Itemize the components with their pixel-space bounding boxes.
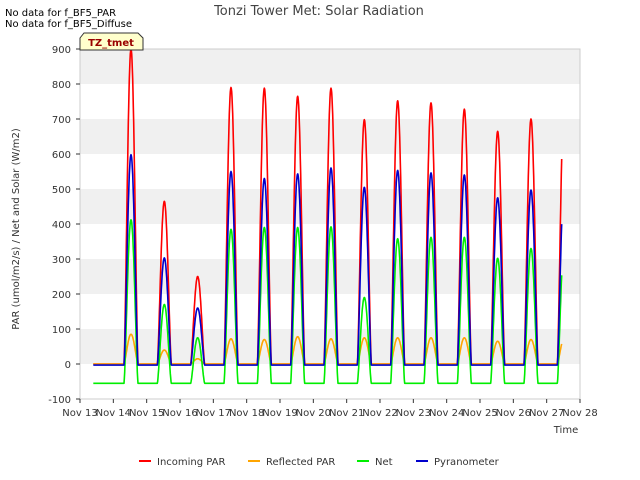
- x-tick-label: Nov 15: [129, 408, 164, 419]
- background-band: [80, 119, 580, 154]
- background-band: [80, 259, 580, 294]
- site-badge-shape: [79, 32, 144, 51]
- y-tick-label: 600: [52, 150, 71, 161]
- y-tick-label: -100: [48, 395, 71, 406]
- y-tick-label: 0: [65, 360, 71, 371]
- y-tick-label: 300: [52, 255, 71, 266]
- y-tick-label: 700: [52, 115, 71, 126]
- no-data-note-1: No data for f_BF5_PAR: [5, 8, 117, 19]
- background-band: [80, 49, 580, 84]
- background-band: [80, 329, 580, 364]
- y-tick-label: 900: [52, 45, 71, 56]
- site-badge: TZ_tmet: [79, 32, 144, 51]
- y-tick-label: 100: [52, 325, 71, 336]
- y-tick-label: 400: [52, 220, 71, 231]
- legend-label-2: Net: [375, 457, 393, 468]
- x-tick-label: Nov 26: [496, 408, 531, 419]
- x-tick-label: Nov 18: [229, 408, 264, 419]
- x-tick-label: Nov 27: [529, 408, 564, 419]
- background-band: [80, 189, 580, 224]
- x-tick-label: Nov 20: [296, 408, 331, 419]
- x-axis-label: Time: [553, 425, 578, 436]
- chart-title: Tonzi Tower Met: Solar Radiation: [213, 4, 424, 19]
- x-tick-label: Nov 14: [96, 408, 131, 419]
- x-tick-label: Nov 25: [462, 408, 497, 419]
- x-tick-label: Nov 28: [562, 408, 597, 419]
- y-tick-label: 200: [52, 290, 71, 301]
- series-line-3: [92, 153, 563, 366]
- x-tick-label: Nov 24: [429, 408, 464, 419]
- no-data-note-2: No data for f_BF5_Diffuse: [5, 19, 132, 30]
- legend-label-1: Reflected PAR: [266, 457, 335, 468]
- x-tick-label: Nov 21: [329, 408, 364, 419]
- x-tick-label: Nov 23: [396, 408, 431, 419]
- x-tick-label: Nov 22: [362, 408, 397, 419]
- y-tick-label: 800: [52, 80, 71, 91]
- legend: Incoming PAR Reflected PAR Net Pyranometer: [139, 457, 500, 468]
- site-badge-label: TZ_tmet: [88, 38, 134, 49]
- series-line-2: [92, 219, 563, 385]
- series-lines: [92, 48, 563, 385]
- x-tick-label: Nov 16: [162, 408, 197, 419]
- x-tick-label: Nov 13: [62, 408, 97, 419]
- x-tick-label: Nov 19: [262, 408, 297, 419]
- legend-label-0: Incoming PAR: [157, 457, 226, 468]
- legend-label-3: Pyranometer: [434, 457, 500, 468]
- y-tick-label: 500: [52, 185, 71, 196]
- y-axis: -100 0 100 200 300 400 500 600 700 800 900: [48, 45, 80, 406]
- y-axis-label: PAR (umol/m2/s) / Net and Solar (W/m2): [11, 128, 22, 330]
- x-tick-label: Nov 17: [196, 408, 231, 419]
